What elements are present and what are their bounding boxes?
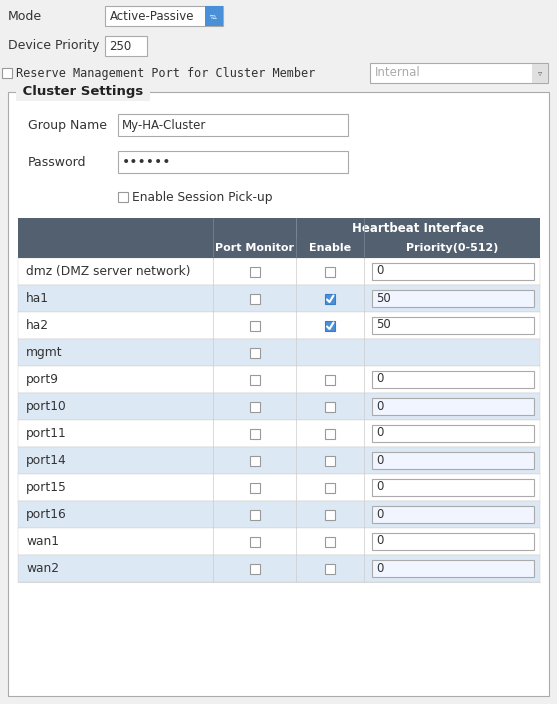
Text: port9: port9	[26, 373, 59, 386]
Bar	[18, 312, 540, 339]
Bar	[325, 429, 335, 439]
Text: port14: port14	[26, 454, 67, 467]
Bar	[18, 501, 540, 528]
Bar	[18, 528, 540, 555]
Bar	[372, 560, 534, 577]
Text: 0: 0	[376, 265, 383, 277]
Text: Enable: Enable	[309, 243, 351, 253]
Bar	[18, 420, 540, 447]
Text: port16: port16	[26, 508, 67, 521]
Bar	[205, 6, 223, 26]
Bar	[18, 366, 540, 393]
Text: 0: 0	[376, 481, 383, 494]
Text: port10: port10	[26, 400, 67, 413]
Text: 0: 0	[376, 508, 383, 520]
Bar	[325, 536, 335, 546]
Text: 0: 0	[376, 427, 383, 439]
Text: Internal: Internal	[375, 66, 421, 80]
Text: Port Monitor: Port Monitor	[215, 243, 294, 253]
Text: Reserve Management Port for Cluster Member: Reserve Management Port for Cluster Memb…	[16, 66, 315, 80]
Text: My-HA-Cluster: My-HA-Cluster	[122, 118, 207, 132]
Bar	[18, 474, 540, 501]
Bar	[250, 320, 260, 330]
Bar	[250, 563, 260, 574]
Bar	[250, 401, 260, 412]
Bar	[118, 192, 128, 202]
Text: Device Priority: Device Priority	[8, 39, 99, 53]
Bar	[118, 151, 348, 173]
Bar	[372, 425, 534, 441]
Bar	[372, 532, 534, 550]
Text: 0: 0	[376, 534, 383, 548]
Bar	[370, 63, 548, 83]
Bar	[250, 536, 260, 546]
Text: 0: 0	[376, 399, 383, 413]
Bar	[105, 36, 147, 56]
Bar	[250, 510, 260, 520]
Text: 50: 50	[376, 291, 391, 305]
Bar	[18, 339, 540, 366]
Bar	[250, 455, 260, 465]
Text: Cluster Settings: Cluster Settings	[18, 85, 148, 99]
Text: ha2: ha2	[26, 319, 49, 332]
Text: 50: 50	[376, 318, 391, 332]
Bar	[325, 482, 335, 493]
Bar	[532, 63, 548, 82]
Text: ha1: ha1	[26, 292, 49, 305]
Bar	[372, 505, 534, 522]
Bar	[372, 317, 534, 334]
Text: ▿: ▿	[538, 68, 542, 77]
Bar	[8, 92, 549, 696]
Bar	[18, 258, 540, 285]
Text: Password: Password	[28, 156, 86, 168]
Text: Heartbeat Interface: Heartbeat Interface	[352, 222, 484, 234]
Bar	[250, 267, 260, 277]
Bar	[325, 510, 335, 520]
Bar	[325, 320, 335, 330]
Bar	[250, 429, 260, 439]
Bar	[372, 398, 534, 415]
Text: dmz (DMZ server network): dmz (DMZ server network)	[26, 265, 190, 278]
Bar	[372, 289, 534, 306]
Bar	[372, 370, 534, 387]
Text: mgmt: mgmt	[26, 346, 62, 359]
Text: port15: port15	[26, 481, 67, 494]
Text: port11: port11	[26, 427, 67, 440]
Text: Enable Session Pick-up: Enable Session Pick-up	[132, 191, 272, 203]
Bar	[372, 263, 534, 279]
Bar	[250, 375, 260, 384]
Text: Priority(0-512): Priority(0-512)	[406, 243, 498, 253]
Bar	[250, 348, 260, 358]
Bar	[325, 375, 335, 384]
Bar	[105, 6, 223, 26]
Bar	[325, 267, 335, 277]
Bar	[372, 479, 534, 496]
Bar	[18, 285, 540, 312]
Text: Active-Passive: Active-Passive	[110, 9, 194, 23]
Bar	[2, 68, 12, 78]
Text: 0: 0	[376, 562, 383, 574]
Bar	[18, 555, 540, 582]
Bar	[18, 393, 540, 420]
Text: Group Name: Group Name	[28, 118, 107, 132]
Bar	[325, 401, 335, 412]
Text: 250: 250	[109, 39, 131, 53]
Bar	[18, 447, 540, 474]
Bar	[325, 455, 335, 465]
Bar	[325, 563, 335, 574]
Text: wan1: wan1	[26, 535, 59, 548]
Text: wan2: wan2	[26, 562, 59, 575]
Bar	[18, 218, 540, 238]
Text: 0: 0	[376, 372, 383, 386]
Bar	[18, 238, 540, 258]
Text: ••••••: ••••••	[122, 155, 172, 169]
Bar	[325, 294, 335, 303]
Text: ▿▵: ▿▵	[210, 11, 218, 20]
Text: Mode: Mode	[8, 9, 42, 23]
Bar	[372, 451, 534, 468]
Bar	[250, 294, 260, 303]
Bar	[250, 482, 260, 493]
Bar	[118, 114, 348, 136]
Text: 0: 0	[376, 453, 383, 467]
